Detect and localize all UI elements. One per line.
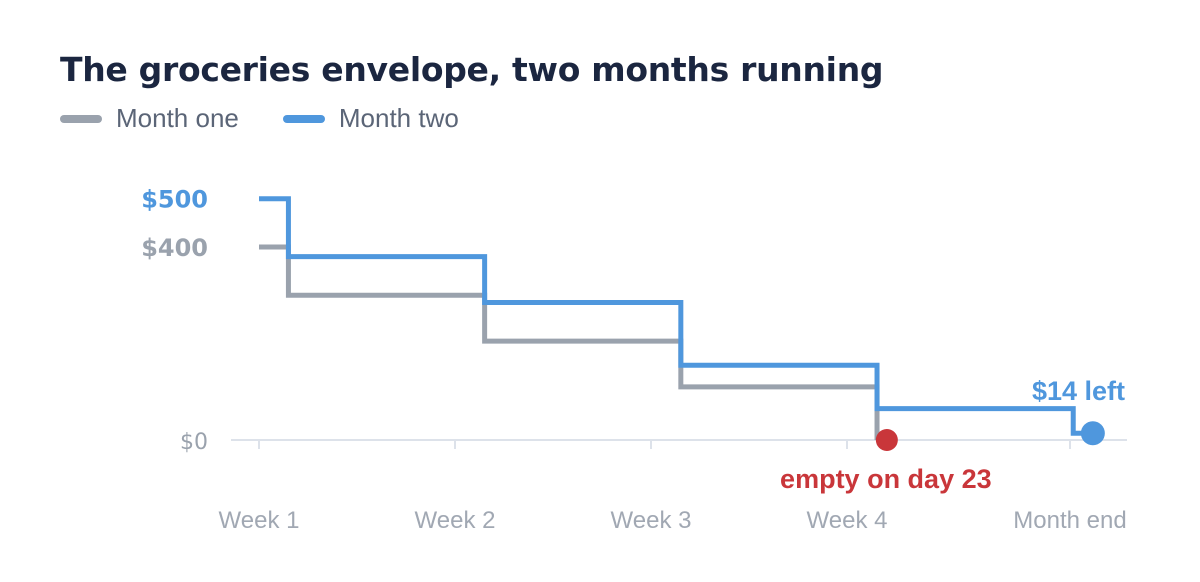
x-tick-label: Week 3 <box>611 507 692 534</box>
legend-label-month-two: Month two <box>338 103 459 133</box>
annotation-amount-left: $14 left <box>1032 376 1125 406</box>
legend-item-month-one: Month one <box>60 103 239 134</box>
legend-swatch-month-one <box>60 114 102 123</box>
y-tick-label: $400 <box>141 234 208 262</box>
y-tick-label: $500 <box>141 186 208 214</box>
series-line-month-two <box>259 196 1093 436</box>
end-balance-point <box>1080 421 1105 446</box>
legend-swatch-month-two <box>282 114 325 123</box>
x-tick-label: Week 1 <box>219 507 300 534</box>
x-tick-label: Week 2 <box>415 507 496 534</box>
y-tick-label: $0 <box>180 430 208 455</box>
legend: Month one Month two <box>60 103 459 134</box>
legend-item-month-two: Month two <box>282 103 459 134</box>
legend-label-month-one: Month one <box>116 103 239 133</box>
x-tick-label: Week 4 <box>807 507 888 534</box>
x-tick-label: Month end <box>1013 507 1126 534</box>
chart-title: The groceries envelope, two months runni… <box>60 50 884 89</box>
empty-marker-point <box>875 429 898 451</box>
series-line-month-one <box>259 244 880 440</box>
annotation-empty-day: empty on day 23 <box>780 464 992 494</box>
